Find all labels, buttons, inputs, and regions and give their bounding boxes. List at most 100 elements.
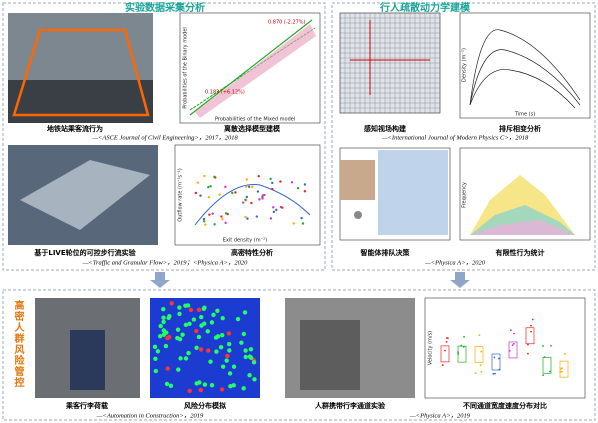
risk-decor-dot bbox=[219, 387, 225, 392]
risk-decor-dot bbox=[161, 306, 166, 312]
scatter-decor-dot bbox=[207, 196, 211, 199]
box-decor-dot bbox=[445, 337, 448, 339]
photo-crowd bbox=[8, 80, 153, 123]
risk-decor-dot bbox=[199, 323, 204, 328]
scatter-decor-dot bbox=[244, 198, 247, 201]
scatter-decor-dot bbox=[279, 205, 283, 209]
risk-decor-dot bbox=[178, 356, 183, 361]
scatter-decor-dot bbox=[272, 210, 276, 214]
box-decor-dot bbox=[479, 364, 482, 367]
caption: 高密特性分析 bbox=[231, 248, 273, 257]
risk-decor-dot bbox=[168, 383, 174, 389]
risk-decor-dot bbox=[175, 327, 181, 332]
risk-decor-dot bbox=[248, 347, 254, 352]
risk-decor-dot bbox=[201, 306, 207, 311]
risk-decor bbox=[152, 301, 257, 394]
scatter-decor-dot bbox=[211, 212, 214, 215]
risk-decor-dot bbox=[176, 367, 181, 372]
area bbox=[470, 220, 575, 235]
risk-decor-dot bbox=[206, 348, 211, 353]
render-3d-plane bbox=[20, 160, 150, 230]
chart-label: Probabilities of the Binary model bbox=[183, 27, 189, 109]
box-decor-box bbox=[474, 346, 484, 363]
scatter-decor-dot bbox=[279, 180, 282, 183]
line bbox=[469, 49, 581, 106]
risk-decor-dot bbox=[161, 315, 166, 320]
risk-decor-dot bbox=[228, 384, 233, 389]
risk-decor-dot bbox=[194, 381, 199, 386]
scatter-decor-dot bbox=[251, 185, 254, 188]
caption: 基于LIVE轮位的可控步行流实验 bbox=[33, 248, 136, 257]
box-decor-dot bbox=[441, 364, 444, 366]
risk-decor-dot bbox=[191, 317, 197, 322]
scatter-decor-dot bbox=[220, 215, 223, 218]
agent bbox=[354, 211, 362, 219]
scatter-decor-dot bbox=[224, 212, 228, 215]
scatter-decor-dot bbox=[300, 216, 303, 220]
scatter-decor-dot bbox=[202, 217, 206, 221]
risk-decor-dot bbox=[198, 347, 204, 352]
box-decor-box bbox=[542, 356, 552, 374]
axis-decor bbox=[350, 20, 430, 95]
line bbox=[469, 69, 576, 109]
box-decor-box bbox=[525, 327, 535, 345]
box-decor-dot bbox=[550, 344, 552, 347]
risk-decor-dot bbox=[225, 353, 230, 359]
scatter-decor-dot bbox=[303, 190, 307, 193]
chart-label: Exit density (m⁻²) bbox=[223, 238, 267, 244]
scatter-decor-dot bbox=[290, 181, 294, 184]
photo-bag bbox=[70, 330, 105, 390]
box-decor-dot bbox=[457, 351, 459, 354]
scatter-decor-dot bbox=[207, 185, 210, 189]
risk-decor-dot bbox=[161, 319, 166, 325]
scatter-decor-dot bbox=[296, 187, 300, 190]
risk-decor-dot bbox=[186, 350, 191, 356]
box-decor-dot bbox=[480, 350, 483, 353]
panel-frame bbox=[2, 2, 326, 271]
box-decor-dot bbox=[531, 318, 534, 321]
chart-frame bbox=[424, 297, 586, 399]
citation: —<Traffic and Granular Flow>，2019；<Physi… bbox=[82, 259, 249, 266]
scatter-decor bbox=[194, 174, 307, 226]
grid-decor bbox=[339, 12, 441, 114]
risk-decor-dot bbox=[167, 314, 172, 319]
caption: 有限性行为统计 bbox=[496, 248, 545, 257]
scatter-decor-dot bbox=[196, 181, 200, 184]
risk-decor-dot bbox=[214, 349, 219, 354]
box-decor-dot bbox=[463, 335, 465, 338]
risk-decor-dot bbox=[242, 310, 248, 315]
citation: —<International Journal of Modern Physic… bbox=[381, 134, 529, 141]
risk-decor-dot bbox=[224, 358, 229, 363]
box-decor-dot bbox=[542, 345, 544, 347]
risk-decor-dot bbox=[231, 383, 236, 388]
scatter-decor-dot bbox=[224, 221, 227, 225]
scatter-decor-dot bbox=[271, 181, 274, 185]
box-decor-dot bbox=[444, 349, 446, 352]
box-decor-dot bbox=[542, 374, 545, 377]
risk-decor-dot bbox=[202, 382, 208, 387]
risk-decor-dot bbox=[241, 386, 246, 391]
scatter-decor-dot bbox=[213, 175, 216, 179]
box-decor-dot bbox=[474, 372, 477, 375]
photo-crowd bbox=[300, 320, 360, 390]
scatter-decor-dot bbox=[194, 191, 198, 195]
risk-decor-dot bbox=[183, 322, 189, 328]
box-decor-dot bbox=[498, 357, 500, 360]
panel-frame bbox=[331, 2, 596, 271]
scatter-decor-dot bbox=[272, 206, 275, 209]
chart-label: Probabilities of the Mixed model bbox=[215, 117, 295, 123]
caption: 人群携带行李通道实验 bbox=[315, 401, 386, 410]
risk-decor-dot bbox=[211, 312, 216, 318]
scatter-decor-dot bbox=[213, 223, 216, 226]
risk-decor-dot bbox=[198, 387, 204, 393]
chart-label: Frequency bbox=[462, 182, 468, 208]
citation: —<Physica A>，2019 bbox=[409, 412, 471, 419]
scatter-decor-dot bbox=[221, 218, 224, 221]
scatter-decor-dot bbox=[245, 178, 248, 181]
box-decor-dot bbox=[549, 370, 551, 373]
scatter-decor-dot bbox=[209, 184, 212, 188]
box-decor-dot bbox=[462, 346, 465, 348]
box-decor-dot bbox=[508, 349, 511, 352]
scatter-decor-dot bbox=[245, 195, 249, 199]
citation: —<Automation in Construction>，2019 bbox=[96, 412, 204, 419]
